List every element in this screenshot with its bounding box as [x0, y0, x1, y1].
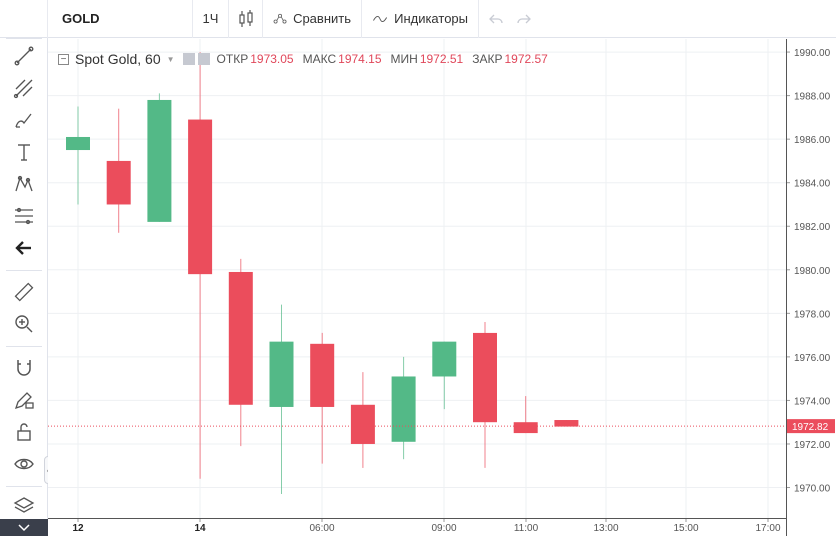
- low-value: 1972.51: [419, 52, 464, 66]
- chevron-down-icon[interactable]: ▼: [166, 54, 175, 64]
- redo-icon[interactable]: [517, 13, 531, 25]
- legend-collapse-button[interactable]: −: [58, 53, 69, 65]
- x-tick-label: 17:00: [755, 523, 780, 534]
- chart-background: [48, 39, 836, 536]
- lock-icon[interactable]: [8, 418, 40, 446]
- pitchfork-icon[interactable]: [8, 74, 40, 102]
- close-value: 1972.57: [504, 52, 548, 66]
- x-tick-label: 13:00: [593, 523, 618, 534]
- candle-body: [391, 376, 416, 442]
- brush-icon[interactable]: [8, 106, 40, 134]
- indicators-button[interactable]: Индикаторы: [362, 0, 479, 38]
- undo-icon[interactable]: [489, 13, 503, 25]
- open-label: ОТКР: [216, 52, 249, 66]
- open-value: 1973.05: [250, 52, 294, 66]
- y-tick-label: 1976.00: [794, 353, 831, 364]
- y-tick-label: 1984.00: [794, 179, 831, 190]
- compare-icon: [273, 13, 287, 24]
- candle-body: [147, 99, 172, 222]
- chart-legend: − Spot Gold, 60 ▼ ОТКР 1973.05 МАКС 1974…: [58, 50, 557, 68]
- candle-body: [432, 341, 457, 377]
- y-tick-label: 1974.00: [794, 396, 831, 407]
- candle-body: [554, 420, 579, 427]
- settings-icon[interactable]: [182, 53, 195, 65]
- close-icon[interactable]: [197, 53, 210, 65]
- symbol-search[interactable]: GOLD: [47, 0, 193, 38]
- x-tick-label: 06:00: [309, 523, 334, 534]
- candle-body: [473, 332, 497, 423]
- candle-body: [228, 271, 253, 405]
- x-tick-label: 09:00: [431, 523, 456, 534]
- x-tick-label: 15:00: [673, 523, 698, 534]
- y-tick-label: 1982.00: [794, 222, 831, 233]
- interval-label: 1Ч: [202, 11, 219, 26]
- high-value: 1974.15: [338, 52, 382, 66]
- current-price-label: 1972.82: [792, 422, 829, 433]
- price-chart[interactable]: 1990.00 1988.00 1986.00 1984.00 1982.00 1980.…: [48, 39, 836, 536]
- undo-redo-group: [479, 0, 541, 38]
- current-price-tag: [787, 419, 835, 434]
- compare-button[interactable]: Сравнить: [263, 0, 362, 38]
- x-tick-label: 12: [72, 523, 84, 534]
- candle-body: [66, 136, 90, 151]
- interval-button[interactable]: 1Ч: [193, 0, 229, 38]
- chevron-down-icon: [18, 523, 30, 531]
- text-icon[interactable]: [8, 138, 40, 166]
- drawing-toolbar: [0, 0, 48, 536]
- legend-symbol: Spot Gold, 60: [75, 51, 161, 67]
- y-tick-label: 1972.00: [794, 440, 831, 451]
- y-tick-label: 1990.00: [794, 48, 831, 59]
- y-tick-label: 1980.00: [794, 266, 831, 277]
- expand-toolbar-button[interactable]: [0, 519, 48, 536]
- fib-icon[interactable]: [8, 202, 40, 230]
- pattern-icon[interactable]: [8, 170, 40, 198]
- y-tick-label: 1978.00: [794, 309, 831, 320]
- y-tick-label: 1970.00: [794, 484, 831, 495]
- close-label: ЗАКР: [472, 52, 503, 66]
- compare-label: Сравнить: [293, 11, 351, 26]
- magnet-icon[interactable]: [8, 354, 40, 382]
- y-tick-label: 1986.00: [794, 135, 831, 146]
- low-label: МИН: [390, 52, 418, 66]
- layers-icon[interactable]: [8, 492, 40, 520]
- back-arrow-icon[interactable]: [8, 234, 40, 262]
- indicators-icon: [373, 15, 388, 22]
- indicators-label: Индикаторы: [394, 11, 468, 26]
- ruler-icon[interactable]: [8, 278, 40, 306]
- candle-body: [513, 422, 538, 434]
- candle-body: [350, 404, 375, 444]
- x-tick-label: 14: [194, 523, 206, 534]
- symbol-label: GOLD: [62, 11, 100, 26]
- top-toolbar: GOLD 1Ч Сравнить Индикаторы: [0, 0, 836, 38]
- y-tick-label: 1988.00: [794, 92, 831, 103]
- candle-body: [269, 341, 294, 407]
- high-label: МАКС: [302, 52, 337, 66]
- pencil-lock-icon[interactable]: [8, 386, 40, 414]
- trendline-icon[interactable]: [8, 42, 40, 70]
- candle-body: [188, 119, 213, 275]
- candles-icon: [238, 9, 253, 27]
- x-tick-label: 11:00: [514, 523, 539, 534]
- chart-style-button[interactable]: [229, 0, 263, 38]
- zoom-icon[interactable]: [8, 310, 40, 338]
- candle-body: [310, 343, 335, 407]
- eye-icon[interactable]: [8, 450, 40, 478]
- candle-body: [106, 160, 131, 205]
